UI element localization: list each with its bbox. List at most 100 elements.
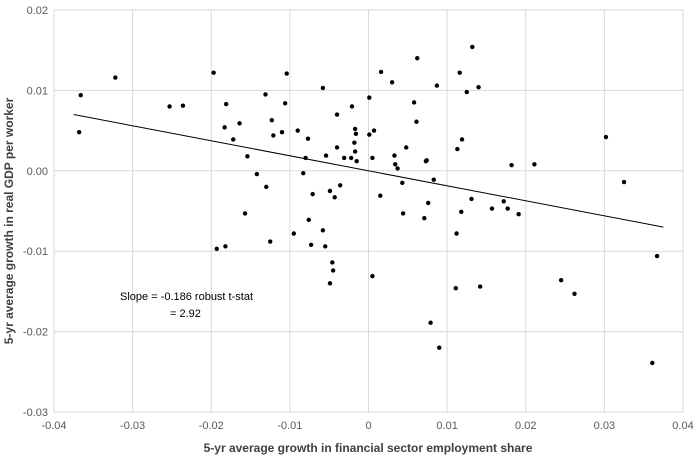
data-point [370, 273, 375, 279]
data-point [211, 70, 216, 75]
data-point [308, 242, 314, 247]
data-point [268, 239, 273, 244]
x-tick-label: 0 [365, 420, 371, 432]
data-point [330, 260, 335, 265]
data-point [532, 162, 537, 167]
data-point [332, 195, 337, 200]
data-point [603, 134, 609, 140]
data-point [242, 211, 248, 216]
gridlines [53, 9, 684, 413]
data-point [295, 128, 300, 133]
data-point [76, 130, 82, 135]
data-point [489, 206, 495, 211]
data-point [269, 117, 274, 123]
data-point [400, 180, 405, 186]
data-point [301, 171, 306, 176]
x-tick-label: 0.03 [594, 420, 615, 432]
data-point [323, 244, 328, 249]
data-point [323, 153, 329, 158]
data-point [271, 133, 276, 138]
data-point [237, 121, 242, 126]
data-point [654, 253, 660, 259]
data-point [320, 228, 326, 233]
data-point [414, 119, 419, 124]
data-point [422, 216, 427, 221]
data-point [264, 184, 269, 190]
data-point [78, 93, 83, 98]
data-point [327, 281, 333, 286]
data-point [437, 345, 442, 350]
data-point [330, 268, 336, 273]
data-point [501, 199, 506, 204]
data-point [371, 128, 377, 133]
data-point [223, 101, 229, 107]
y-tick-label: 0.02 [27, 5, 48, 17]
data-point [180, 103, 186, 108]
data-point [254, 171, 260, 177]
data-point [469, 196, 474, 202]
data-point [284, 71, 289, 76]
data-point [400, 211, 406, 216]
data-point [113, 75, 118, 80]
data-point [263, 92, 268, 97]
data-point [352, 140, 357, 145]
data-point [303, 155, 308, 161]
data-point [282, 101, 288, 106]
data-point [393, 162, 398, 167]
data-point [395, 166, 400, 171]
data-point [428, 320, 433, 325]
data-point [516, 212, 521, 217]
y-tick-label: -0.02 [23, 327, 48, 339]
data-point [214, 246, 219, 251]
data-point [349, 104, 355, 109]
x-axis-title: 5-yr average growth in financial sector … [204, 441, 533, 455]
data-point [305, 136, 311, 141]
y-tick-label: 0.01 [27, 85, 48, 97]
x-tick-label: -0.01 [277, 420, 302, 432]
slope-annotation-line-1: Slope = -0.186 robust t-stat [120, 291, 253, 303]
data-point [431, 177, 436, 182]
data-point [392, 153, 397, 158]
x-tick-label: 0.02 [515, 420, 536, 432]
data-point [370, 155, 375, 161]
y-tick-label: 0.00 [27, 166, 48, 178]
data-point [334, 145, 340, 150]
x-axis-tick-labels: -0.04 -0.03 -0.02 -0.01 0 0.01 0.02 0.03 0.04 [41, 420, 693, 432]
data-point [621, 179, 627, 185]
data-point [389, 80, 395, 85]
data-point [222, 125, 227, 130]
data-point [454, 231, 459, 236]
data-point [349, 155, 354, 161]
x-tick-label: -0.04 [41, 420, 66, 432]
data-point [245, 154, 250, 159]
data-point [353, 131, 359, 137]
x-tick-label: -0.02 [199, 420, 224, 432]
data-point [306, 217, 311, 223]
data-point [167, 104, 172, 109]
data-point [367, 95, 372, 100]
data-point [455, 146, 460, 152]
data-point [505, 206, 510, 211]
data-point [459, 209, 464, 215]
data-point [341, 155, 347, 161]
y-tick-label: -0.03 [23, 407, 48, 419]
data-point [378, 69, 384, 75]
data-point [509, 162, 514, 168]
data-point [378, 193, 383, 198]
data-point [231, 137, 236, 142]
data-point [476, 84, 481, 90]
data-point [367, 132, 372, 137]
data-point [459, 137, 465, 142]
x-tick-label: 0.04 [672, 420, 693, 432]
data-point [453, 285, 458, 291]
data-point [424, 158, 429, 163]
data-point [470, 44, 475, 50]
data-point [320, 85, 326, 91]
x-tick-label: 0.01 [436, 420, 457, 432]
data-point [411, 100, 417, 105]
data-point [457, 70, 462, 75]
slope-annotation-line-2: = 2.92 [170, 308, 201, 320]
data-point [337, 183, 343, 188]
